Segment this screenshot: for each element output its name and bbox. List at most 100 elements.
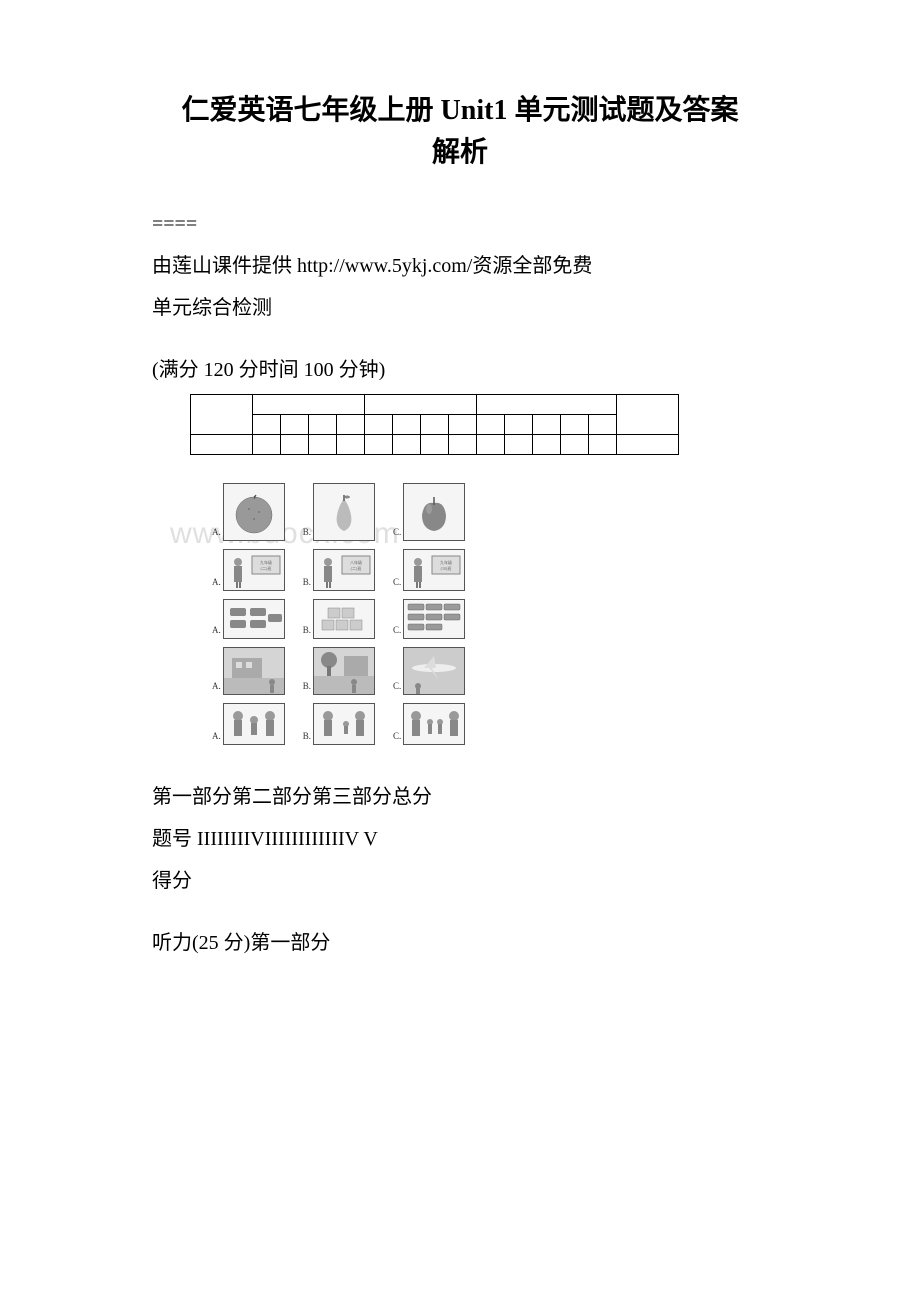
table-cell <box>449 415 477 435</box>
table-row <box>191 415 679 435</box>
svg-text:(二)班: (二)班 <box>260 565 271 571</box>
image-grid: A. B. <box>212 483 800 745</box>
image-label: C. <box>393 527 401 537</box>
table-cell <box>505 415 533 435</box>
image-label: A. <box>212 577 221 587</box>
image-label: C. <box>393 731 401 741</box>
table-cell <box>421 435 449 455</box>
image-cell: A. <box>212 483 285 541</box>
table-cell <box>337 415 365 435</box>
listening-line: 听力(25 分)第一部分 <box>152 923 800 963</box>
table-cell <box>191 435 253 455</box>
table-cell <box>253 395 365 415</box>
table-cell <box>533 435 561 455</box>
table-cell <box>309 415 337 435</box>
intro-block: ==== 由莲山课件提供 http://www.5ykj.com/资源全部免费 … <box>120 204 800 328</box>
question-nums-line: 题号 IIIIIIIIVIIIIIIIIIIIIV V <box>152 819 800 859</box>
image-row-fruit: A. B. <box>212 483 800 541</box>
image-row-people: A. B. <box>212 703 800 745</box>
exam-info: (满分 120 分时间 100 分钟) <box>152 350 800 390</box>
table-cell <box>365 395 477 415</box>
spacer <box>152 903 800 923</box>
airplane-icon <box>403 647 465 695</box>
source-line: 由莲山课件提供 http://www.5ykj.com/资源全部免费 <box>152 246 800 286</box>
image-row-scene: A. B. <box>212 647 800 695</box>
svg-text:九年级: 九年级 <box>440 559 452 565</box>
table-cell <box>281 435 309 455</box>
image-label: A. <box>212 527 221 537</box>
table-cell <box>477 395 617 415</box>
table-cell <box>561 415 589 435</box>
orange-icon <box>223 483 285 541</box>
table-cell <box>365 435 393 455</box>
separator: ==== <box>152 204 800 244</box>
svg-text:九年级: 九年级 <box>260 559 272 565</box>
svg-text:(二)班: (二)班 <box>351 565 362 571</box>
watermark-container: www.bdocx.com A. <box>120 483 800 745</box>
image-cell: A. 九年级 (二)班 <box>212 549 285 591</box>
apple-icon <box>403 483 465 541</box>
image-cell: C. <box>393 599 465 639</box>
school-icon <box>223 647 285 695</box>
family-icon <box>403 703 465 745</box>
image-label: C. <box>393 625 401 635</box>
image-label: A. <box>212 681 221 691</box>
table-cell <box>393 435 421 455</box>
document-page: 仁爱英语七年级上册 Unit1 单元测试题及答案 解析 ==== 由莲山课件提供… <box>0 0 920 1025</box>
table-cell <box>589 415 617 435</box>
table-cell <box>253 415 281 435</box>
image-cell: C. <box>393 647 465 695</box>
subtitle: 单元综合检测 <box>152 288 800 328</box>
table-row <box>191 395 679 415</box>
score-table <box>190 394 679 455</box>
table-row <box>191 435 679 455</box>
score-line: 得分 <box>152 861 800 901</box>
family-icon <box>223 703 285 745</box>
teacher-icon: 九年级 (二)班 <box>223 549 285 591</box>
page-title: 仁爱英语七年级上册 Unit1 单元测试题及答案 解析 <box>120 90 800 174</box>
title-line-1: 仁爱英语七年级上册 Unit1 单元测试题及答案 <box>182 95 739 126</box>
table-cell <box>337 435 365 455</box>
image-cell: B. 八年级 (二)班 <box>303 549 375 591</box>
title-line-2: 解析 <box>432 137 488 168</box>
table-cell <box>393 415 421 435</box>
image-label: C. <box>393 577 401 587</box>
image-label: B. <box>303 625 311 635</box>
image-cell: C. <box>393 483 465 541</box>
pear-icon <box>313 483 375 541</box>
exam-info-block: (满分 120 分时间 100 分钟) <box>120 350 800 390</box>
table-cell <box>533 415 561 435</box>
buses-icon <box>403 599 465 639</box>
parts-line: 第一部分第二部分第三部分总分 <box>152 777 800 817</box>
table-cell <box>421 415 449 435</box>
image-row-items: A. B. <box>212 599 800 639</box>
image-cell: A. <box>212 703 285 745</box>
image-label: B. <box>303 577 311 587</box>
image-label: B. <box>303 527 311 537</box>
table-cell <box>365 415 393 435</box>
teacher-icon: 九年级 (10)班 <box>403 549 465 591</box>
image-row-teacher: A. 九年级 (二)班 B. <box>212 549 800 591</box>
image-cell: B. <box>303 647 375 695</box>
image-label: A. <box>212 731 221 741</box>
bottom-block: 第一部分第二部分第三部分总分 题号 IIIIIIIIVIIIIIIIIIIIIV… <box>120 777 800 963</box>
table-cell <box>505 435 533 455</box>
table-cell <box>449 435 477 455</box>
table-cell <box>617 395 679 435</box>
table-cell <box>589 435 617 455</box>
image-cell: B. <box>303 599 375 639</box>
svg-text:八年级: 八年级 <box>350 559 362 565</box>
image-cell: A. <box>212 647 285 695</box>
image-label: C. <box>393 681 401 691</box>
svg-text:(10)班: (10)班 <box>441 565 452 571</box>
spacer <box>120 330 800 350</box>
table-cell <box>281 415 309 435</box>
image-cell: A. <box>212 599 285 639</box>
table-cell <box>561 435 589 455</box>
image-cell: C. <box>393 703 465 745</box>
family-icon <box>313 703 375 745</box>
teacher-icon: 八年级 (二)班 <box>313 549 375 591</box>
table-cell <box>477 435 505 455</box>
image-label: B. <box>303 731 311 741</box>
cars-icon <box>223 599 285 639</box>
